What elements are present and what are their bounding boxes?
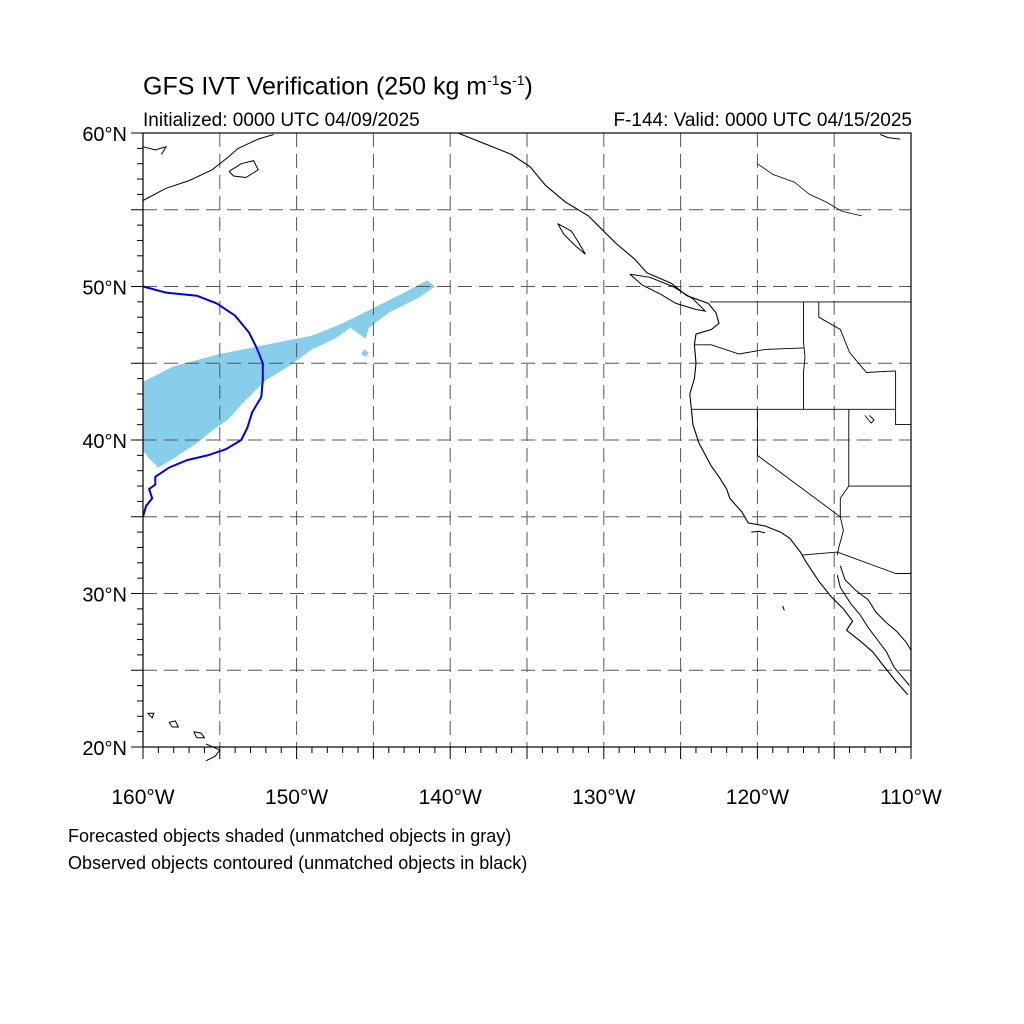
alaska-coastline — [142, 134, 274, 201]
lon-tick-label: 140°W — [419, 786, 482, 809]
nv-ut-border — [839, 409, 850, 517]
lat-tick-label: 30°N — [82, 585, 127, 607]
title-exponent-1: -1 — [487, 72, 500, 88]
title-mid: s — [499, 72, 513, 101]
haida-gwaii — [557, 223, 586, 255]
yukon-fragment — [880, 134, 901, 140]
guadalupe-island — [782, 605, 785, 611]
lon-tick-label: 110°W — [880, 786, 942, 809]
lat-tick-label: 40°N — [82, 431, 127, 453]
forecast-objects-layer — [143, 280, 435, 468]
footnote-forecast: Forecasted objects shaded (unmatched obj… — [68, 826, 512, 846]
wy-border — [895, 370, 911, 426]
map-frame — [142, 132, 912, 748]
observed-ivt-contour — [142, 285, 264, 518]
lon-tick-label: 160°W — [111, 786, 174, 809]
title-prefix: GFS IVT Verification (250 kg m — [143, 72, 488, 101]
lon-tick-label: 150°W — [265, 786, 328, 809]
map-title: GFS IVT Verification (250 kg m-1s-1) — [143, 72, 533, 101]
lat-tick-label: 20°N — [82, 738, 127, 760]
oahu-island — [168, 720, 180, 728]
gridlines-layer — [143, 133, 911, 747]
maui-island — [193, 731, 206, 739]
forecast-ivt-fragment — [361, 349, 369, 358]
west-coastline — [457, 132, 909, 696]
ca-az-border — [836, 516, 844, 556]
footnote-observed: Observed objects contoured (unmatched ob… — [68, 853, 528, 873]
forecast-ivt-object — [143, 280, 435, 468]
initialized-label: Initialized: 0000 UTC 04/09/2025 — [143, 110, 420, 131]
kodiak-island — [228, 160, 259, 179]
canada-river — [757, 163, 862, 217]
coastline-layer — [142, 132, 912, 762]
lon-tick-label: 120°W — [726, 786, 789, 809]
lon-tick-label: 130°W — [572, 786, 635, 809]
baja-east-coastline — [836, 574, 910, 686]
kauai-island — [147, 712, 155, 719]
lat-tick-label: 50°N — [82, 278, 127, 300]
title-exponent-2: -1 — [512, 72, 525, 88]
idaho-west-border — [803, 301, 806, 410]
great-salt-lake — [864, 415, 875, 424]
lat-tick-label: 60°N — [82, 124, 127, 146]
observed-objects-layer — [142, 285, 264, 518]
ca-nv-border — [756, 409, 841, 518]
bristol-bay-coastline — [142, 145, 168, 155]
us-mexico-border — [801, 551, 911, 574]
title-suffix: ) — [524, 72, 533, 101]
gulf-coastline — [839, 565, 912, 651]
vancouver-island — [629, 273, 707, 312]
id-mt-border — [818, 301, 896, 373]
wa-or-border — [694, 344, 804, 355]
axis-ticks-layer: 60°N 50°N 40°N 30°N 20°N 160°W 150°W 140°W 130°W… — [82, 124, 942, 809]
channel-islands — [751, 530, 766, 534]
valid-time-label: F-144: Valid: 0000 UTC 04/15/2025 — [613, 110, 912, 131]
